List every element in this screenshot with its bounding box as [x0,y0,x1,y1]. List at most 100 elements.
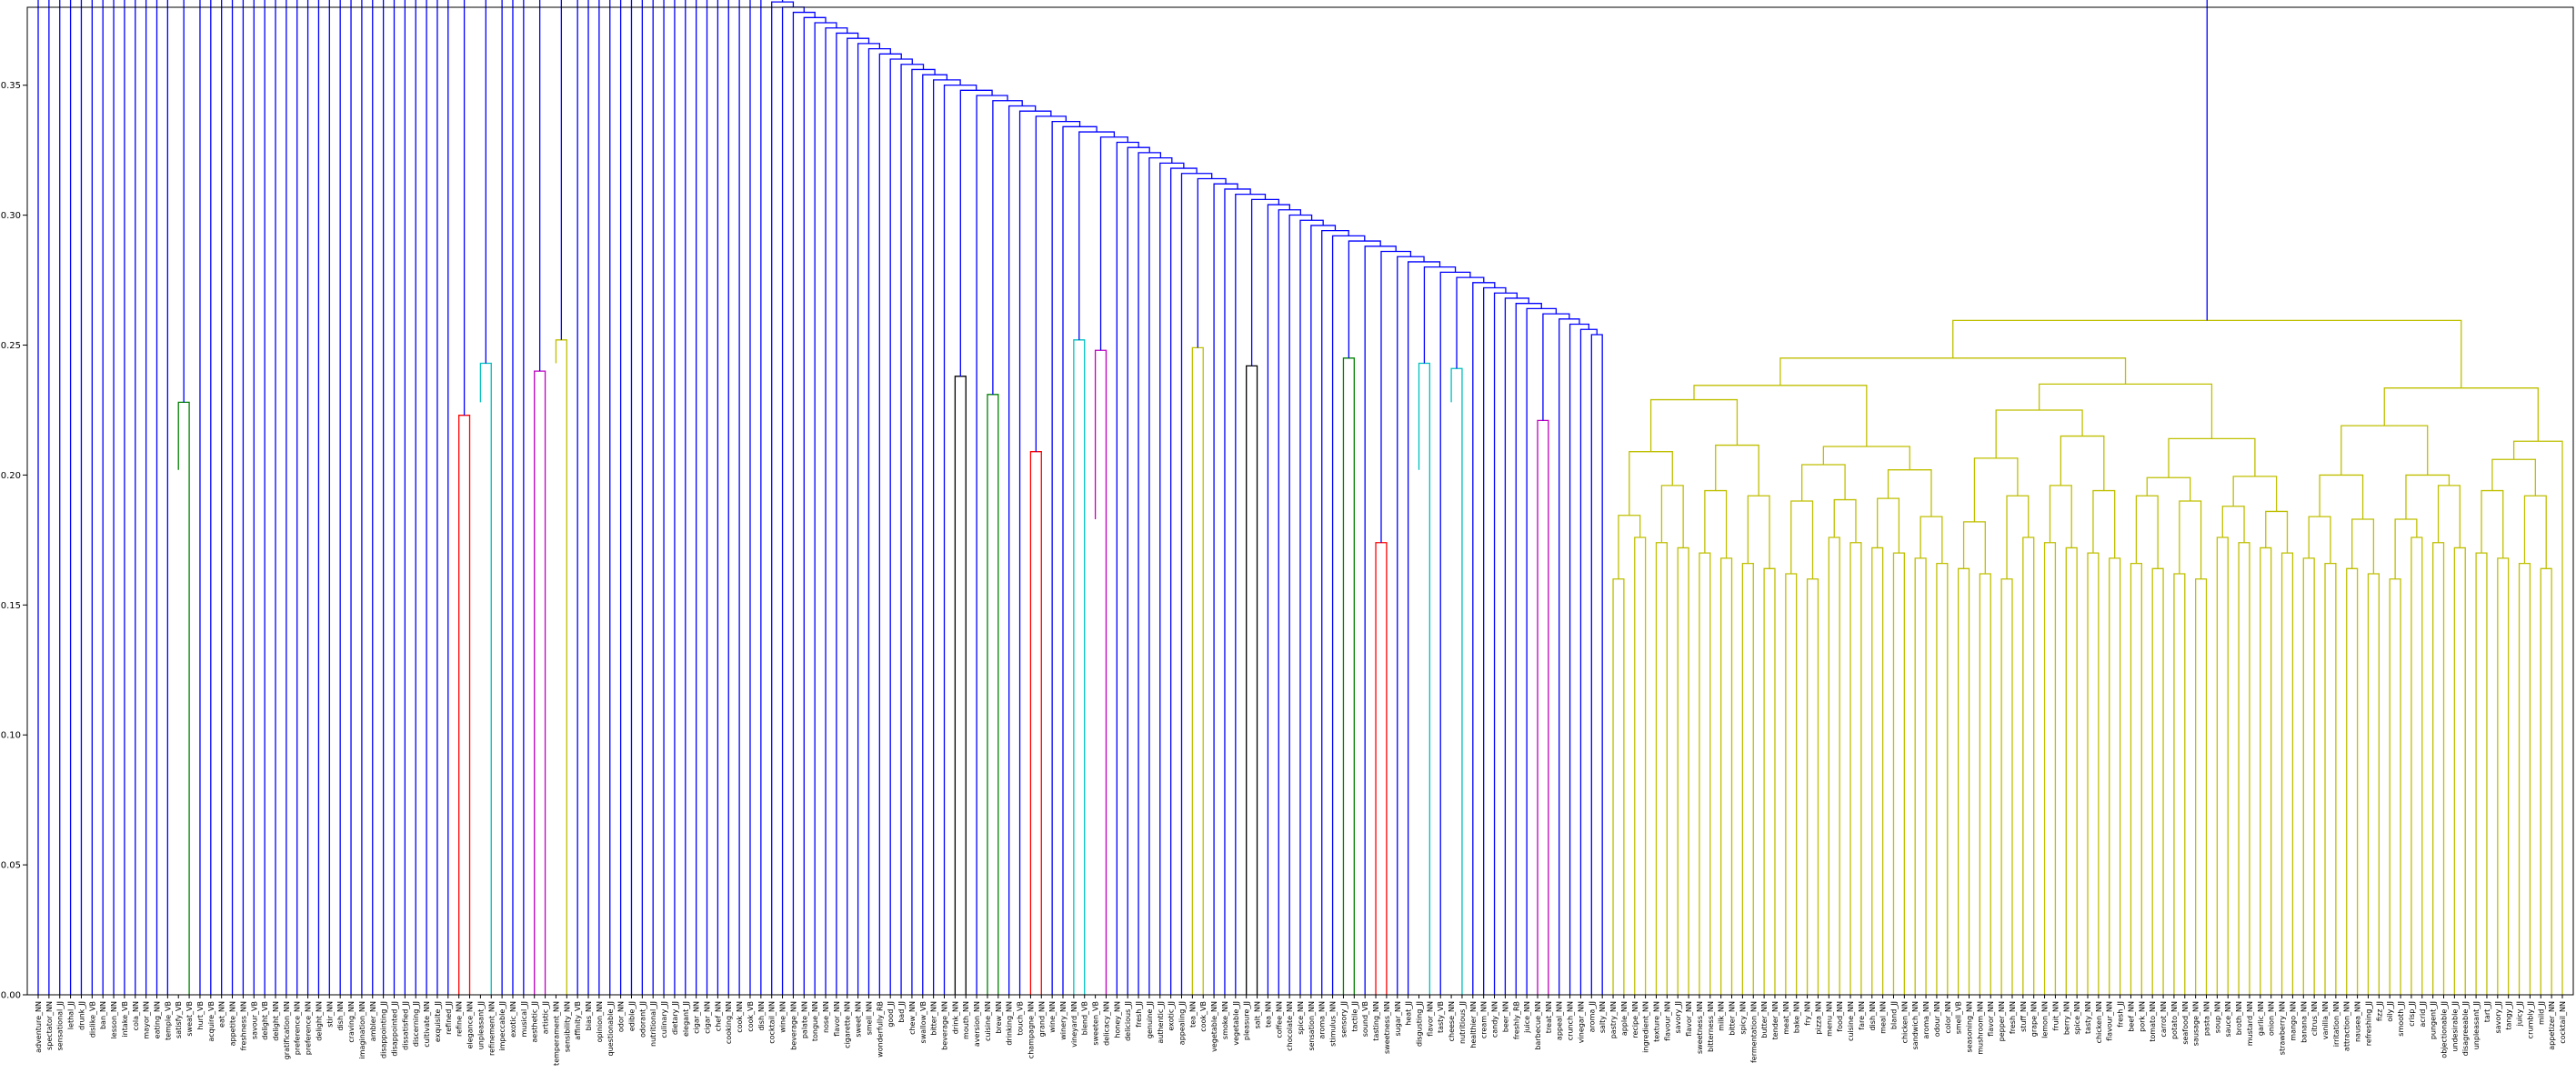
dendrogram-link [1569,323,1589,995]
dendrogram-link [2308,516,2331,564]
leaf-label: culinary_JJ [660,1001,668,1038]
dendrogram-link [135,0,136,995]
dendrogram-link [1504,297,1529,995]
dendrogram-link [1073,339,1086,995]
dendrogram-link [2491,458,2536,496]
leaf-label: mustard_NN [2246,1001,2254,1046]
dendrogram-link [2437,485,2461,548]
leaf-label: garlic_NN [2257,1001,2265,1036]
leaf-label: artistic_JJ [542,1001,550,1034]
leaf-label: dissatisfied_JJ [401,1001,409,1050]
dendrogram-link [2497,557,2510,995]
dendrogram-link [738,0,740,995]
dendrogram-link [534,370,546,995]
leaf-label: delight_VB [261,1001,269,1040]
leaf-label: mouth_NN [962,1001,970,1039]
y-tick-label: 0.10 [1,731,21,741]
leaf-label: chicken_NN [2095,1001,2103,1043]
dendrogram-link [976,95,1008,995]
dendrogram-link [1704,489,1728,558]
leaf-label: smell_NN [865,1001,873,1035]
dendrogram-link [2389,578,2401,995]
leaf-label: imagination_NN [358,1001,366,1059]
dendrogram-link [1833,498,1857,543]
leaf-label: brew_NN [995,1001,1003,1034]
leaf-label: barbecue_NN [1534,1001,1542,1050]
leaf-label: recipe_NN [1631,1001,1639,1038]
leaf-label: tongue_NN [811,1001,819,1041]
dendrogram-link [1779,357,2127,386]
dendrogram-link [900,64,925,995]
leaf-label: mushroom_NN [1976,1001,1984,1055]
dendrogram-link [306,0,309,995]
dendrogram-link [253,0,255,995]
leaf-label: crumbly_JJ [2526,1001,2534,1038]
dendrogram-link [426,0,427,995]
dendrogram-link [825,27,848,995]
dendrogram-link [296,0,298,995]
dendrogram-link [2168,437,2256,478]
dendrogram-link [1439,271,1471,995]
dendrogram-link [641,0,643,995]
leaf-label: freshly_RB [1512,1001,1520,1039]
leaf-label: refreshing_JJ [2364,1001,2372,1046]
leaf-label: dislike_VB [88,1001,96,1038]
dendrogram-link [1235,193,1267,995]
dendrogram-link [760,0,784,995]
dendrogram-link [1720,557,1733,995]
leaf-label: cheese_NN [1448,1001,1456,1041]
dendrogram-link [113,0,115,995]
dendrogram-link [2151,567,2164,995]
leaf-label: stir_NN [326,1001,334,1028]
dendrogram-link [1634,536,1647,995]
dendrogram-link [954,376,967,995]
dendrogram-link [1887,469,1932,517]
dendrogram-link [2022,536,2035,995]
dendrogram-link [479,362,492,995]
leaf-label: tart_JJ [2483,1001,2491,1022]
leaf-label: treat_NN [1545,1001,1553,1033]
dendrogram-link [1018,110,1052,995]
leaf-label: lesson_NN [110,1001,118,1038]
dendrogram-link [560,0,563,340]
dendrogram-link [2481,489,2504,558]
leaf-label: lemon_NN [2041,1001,2050,1038]
leaf-label: sound_VB [1361,1001,1369,1037]
leaf-label: crunch_NN [1567,1001,1575,1040]
dendrogram-link [447,0,449,995]
dendrogram-link [922,74,948,995]
leaf-label: strawberry_NN [2279,1001,2287,1055]
leaf-label: smoke_NN [1221,1001,1229,1039]
dendrogram-link [1785,573,1798,995]
leaf-label: heat_JJ [1405,1001,1413,1026]
dendrogram-link [2431,542,2445,995]
dendrogram-link [1542,313,1570,421]
leaf-label: potato_NN [2170,1001,2179,1039]
dendrogram-link [663,0,665,995]
leaf-label: carrot_NN [2160,1001,2168,1038]
dendrogram-link [1213,183,1238,995]
leaf-label: aversion_NN [973,1001,981,1047]
leaf-label: palate_NN [800,1001,808,1038]
dendrogram-link [2092,489,2116,558]
leaf-label: ambler_NN [369,1001,377,1041]
dendrogram-link [619,0,622,995]
dendrogram-link [1250,198,1280,366]
leaf-label: pastry_NN [1609,1001,1618,1038]
leaf-label: seasoning_NN [1966,1001,1974,1052]
leaf-label: savour_VB [250,1001,258,1039]
y-tick-label: 0.00 [1,991,21,1001]
leaf-label: cuisine_NN [1847,1001,1855,1041]
leaf-label: acrid_JJ [2419,1001,2427,1028]
dendrogram-link [328,0,330,995]
leaf-label: juicy_JJ [2516,1001,2524,1027]
dendrogram-link [48,0,50,995]
dendrogram-link [674,0,676,995]
leaf-label: fry_NN [1804,1001,1812,1026]
dendrogram-link [1741,562,1754,995]
dendrogram-link [1715,444,1759,496]
dendrogram-link [2518,562,2531,995]
dendrogram-link [1699,552,1711,995]
leaf-label: preference_NN [305,1001,313,1055]
leaf-label: meat_NN [1782,1001,1790,1035]
